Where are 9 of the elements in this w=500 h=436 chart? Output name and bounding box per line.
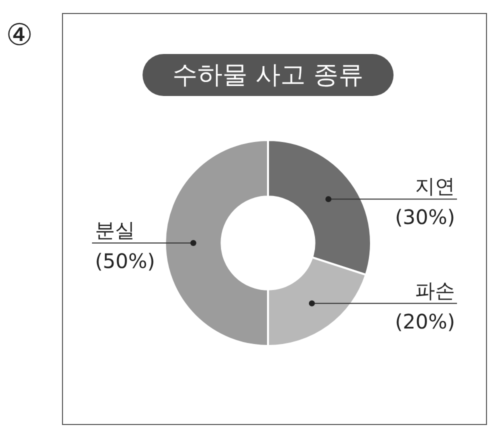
title-pill: 수하물 사고 종류 [142,54,394,96]
data-label: (20%) [394,309,455,334]
slice-label: 지연 [415,174,455,198]
data-label: (30%) [394,205,455,230]
slice-label: 파손 [415,278,455,302]
slice-label: 분실 [95,218,135,242]
chart-title: 수하물 사고 종류 [172,60,364,90]
text: ④ [6,18,33,54]
data-label: (50%) [95,249,156,273]
